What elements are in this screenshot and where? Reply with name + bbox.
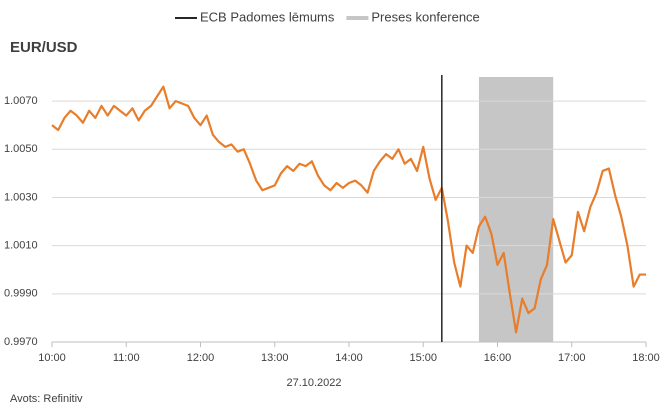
x-tick-label: 18:00 [632,352,660,364]
y-tick-label: 1.0010 [4,240,38,252]
price-line [51,85,646,334]
x-tick-label: 15:00 [409,352,437,364]
y-tick-label: 1.0070 [4,95,38,107]
chart-title: EUR/USD [10,39,78,56]
source: Avots: Refinitiv [10,393,83,405]
x-tick-label: 14:00 [335,352,363,364]
x-tick-label: 10:00 [38,352,66,364]
y-tick-label: 0.9990 [4,288,38,300]
x-axis-label: 27.10.2022 [286,377,341,389]
x-tick-label: 12:00 [187,352,215,364]
legend-label: Preses konference [371,9,479,24]
x-tick-label: 11:00 [113,352,140,364]
y-tick-label: 1.0030 [4,191,38,203]
x-tick-label: 17:00 [558,352,586,364]
band [478,77,554,342]
x-tick-label: 16:00 [484,352,512,364]
x-tick-label: 13:00 [261,352,289,364]
y-tick-label: 1.0050 [4,143,38,155]
y-tick-label: 0.9970 [4,336,38,348]
legend-label: ECB Padomes lēmums [200,9,335,24]
